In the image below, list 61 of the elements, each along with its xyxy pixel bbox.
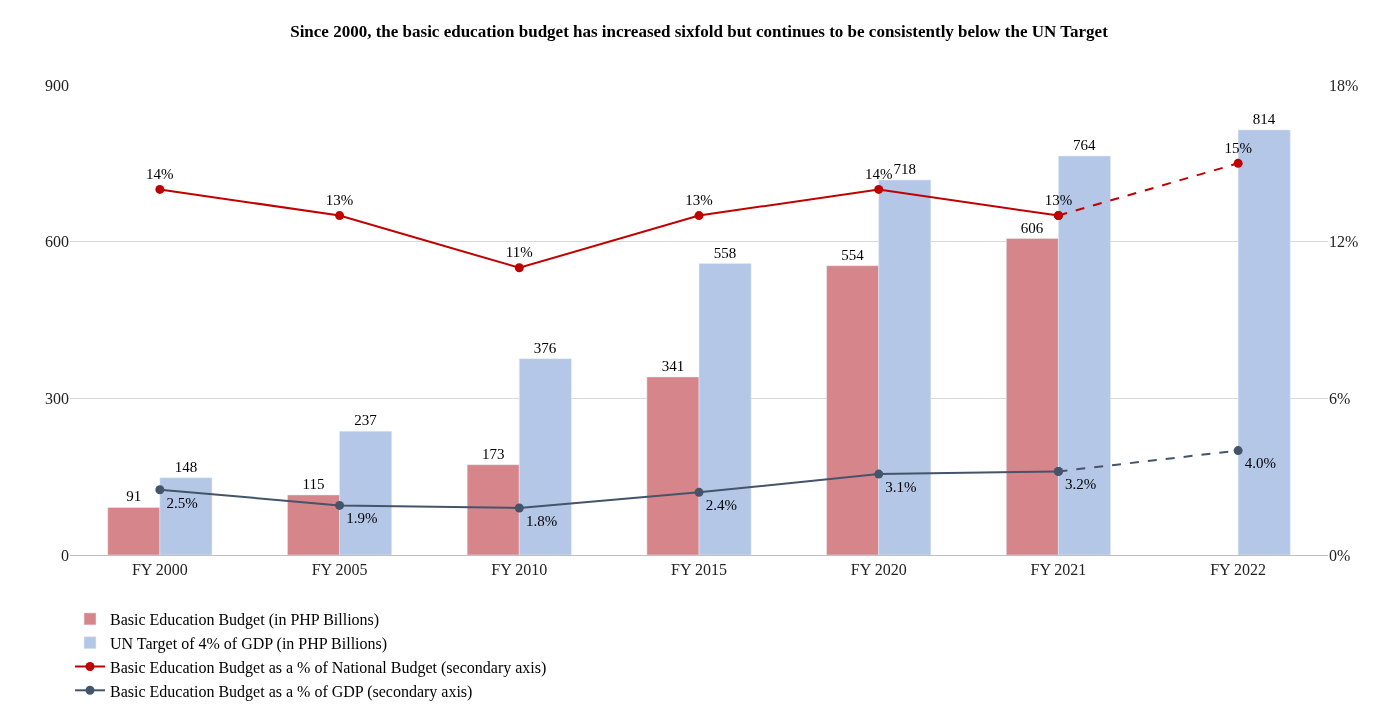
x-tick-label: FY 2021 xyxy=(1030,561,1087,579)
data-label: 554 xyxy=(841,246,865,263)
data-label: 2.5% xyxy=(166,494,198,511)
y-tick-label: 300 xyxy=(45,389,69,407)
data-label: 606 xyxy=(1020,219,1044,236)
y2-tick-label: 12% xyxy=(1329,233,1359,251)
data-label: 3.1% xyxy=(885,478,917,495)
x-tick-label: FY 2005 xyxy=(311,561,368,579)
data-label: 11% xyxy=(505,244,533,261)
data-label: 15% xyxy=(1224,139,1252,156)
data-label: 13% xyxy=(325,192,354,209)
data-label: 4.0% xyxy=(1244,455,1277,472)
point xyxy=(1233,446,1243,456)
x-tick-label: FY 2022 xyxy=(1210,561,1267,579)
point xyxy=(155,485,165,495)
data-label: 13% xyxy=(1044,192,1073,209)
point xyxy=(694,487,704,497)
point xyxy=(1233,158,1243,168)
point xyxy=(874,184,884,194)
y-tick-label: 900 xyxy=(45,76,69,94)
legend-label: Basic Education Budget as a % of National Budget (secondary axis) xyxy=(110,658,547,677)
point xyxy=(874,469,884,479)
data-label: 14% xyxy=(864,166,893,183)
point xyxy=(514,263,524,273)
data-label: 558 xyxy=(713,244,737,261)
data-label: 1.8% xyxy=(525,512,558,529)
data-label: 718 xyxy=(893,161,917,178)
y2-tick-label: 6% xyxy=(1329,389,1351,407)
x-tick-label: FY 2010 xyxy=(491,561,548,579)
data-label: 13% xyxy=(685,192,713,209)
data-label: 1.9% xyxy=(346,510,378,527)
legend-label: UN Target of 4% of GDP (in PHP Billions) xyxy=(110,634,388,653)
data-label: 115 xyxy=(302,475,325,492)
data-label: 173 xyxy=(481,445,505,462)
data-label: 764 xyxy=(1072,137,1096,154)
data-label: 814 xyxy=(1252,110,1276,127)
x-tick-label: FY 2020 xyxy=(850,561,907,579)
y-tick-label: 0 xyxy=(61,546,69,564)
point xyxy=(1053,211,1063,221)
point xyxy=(335,211,345,221)
data-label: 14% xyxy=(146,166,174,183)
data-label: 148 xyxy=(174,458,198,475)
data-label: 2.4% xyxy=(705,497,737,514)
y-tick-label: 600 xyxy=(45,233,69,251)
data-label: 341 xyxy=(661,357,685,374)
point xyxy=(1053,466,1063,476)
x-tick-label: FY 2015 xyxy=(671,561,727,579)
legend-label: Basic Education Budget as a % of GDP (secondary axis) xyxy=(110,682,473,701)
y2-tick-label: 0% xyxy=(1329,546,1351,564)
point xyxy=(694,211,704,221)
y2-tick-label: 18% xyxy=(1329,76,1359,94)
point xyxy=(514,503,524,513)
legend-label: Basic Education Budget (in PHP Billions) xyxy=(110,611,380,630)
x-tick-label: FY 2000 xyxy=(131,561,188,579)
data-label: 3.2% xyxy=(1065,476,1097,493)
data-label: 237 xyxy=(354,412,378,429)
data-label: 91 xyxy=(126,488,142,505)
point xyxy=(155,184,165,194)
point xyxy=(335,500,345,510)
data-label: 376 xyxy=(533,339,557,356)
chart-title: Since 2000, the basic education budget has increased sixfold but continues to be consistently below the UN Target xyxy=(290,22,1109,42)
